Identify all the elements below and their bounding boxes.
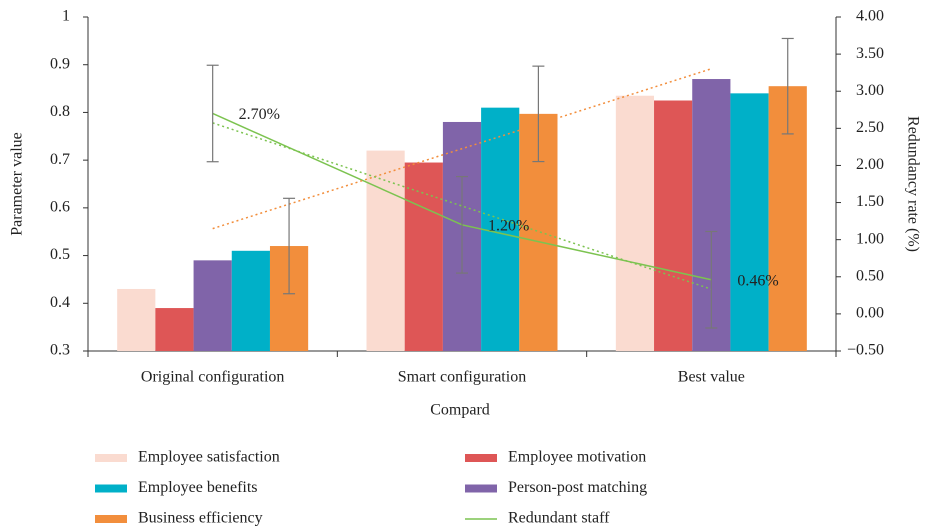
y2-tick-label: 4.00: [856, 8, 884, 25]
bar: [404, 162, 443, 351]
bar: [155, 308, 194, 351]
error-bar: [532, 65, 545, 163]
legend-label: Business efficiency: [138, 510, 263, 527]
y2-tick-label: 2.00: [856, 156, 884, 173]
bar: [231, 250, 270, 351]
error-bar: [456, 175, 468, 274]
y2-axis-label: Redundancy rate (%): [904, 116, 921, 252]
y-tick-label: 1: [62, 8, 70, 25]
y-tick-label: 0.5: [50, 246, 70, 263]
bar: [730, 93, 769, 351]
error-bar: [206, 64, 219, 163]
x-axis-label: Compard: [430, 402, 490, 419]
data-label: 0.46%: [737, 272, 778, 289]
y-tick-label: 0.7: [50, 151, 70, 168]
bar: [654, 100, 693, 351]
x-tick-label: Original configuration: [141, 369, 285, 386]
y2-tick-label: 1.00: [856, 230, 884, 247]
y2-tick-label: 1.50: [856, 193, 884, 210]
data-label: 1.20%: [488, 217, 529, 234]
bar: [117, 288, 156, 351]
x-tick-label: Best value: [678, 369, 745, 386]
error-bar: [705, 230, 718, 329]
trendline: [212, 68, 712, 230]
legend-label: Person-post matching: [508, 479, 647, 496]
y2-tick-label: −0.50: [847, 342, 884, 359]
y-tick-label: 0.3: [50, 342, 70, 359]
bar: [481, 107, 520, 352]
bar: [193, 260, 232, 351]
legend-swatch: [465, 454, 497, 462]
legend-label: Employee satisfaction: [138, 449, 280, 466]
error-bar: [283, 197, 296, 295]
legend-label: Employee motivation: [508, 449, 646, 466]
error-bar: [781, 37, 794, 135]
legend-swatch: [95, 484, 127, 493]
y-tick-label: 0.4: [50, 294, 70, 311]
y2-tick-label: 2.50: [856, 119, 884, 136]
legend-swatch: [95, 454, 127, 462]
bar: [366, 150, 405, 351]
bar: [615, 95, 655, 351]
y2-tick-label: 3.50: [856, 45, 884, 62]
y2-tick-label: 3.00: [856, 82, 884, 99]
data-label: 2.70%: [239, 106, 280, 123]
y-axis-label: Parameter value: [9, 132, 26, 236]
legend-swatch: [465, 484, 497, 493]
y-tick-label: 0.6: [50, 199, 70, 216]
legend-label: Redundant staff: [508, 510, 610, 527]
y-tick-label: 0.8: [50, 103, 70, 120]
y2-tick-label: 0.00: [856, 305, 884, 322]
y2-tick-label: 0.50: [856, 267, 884, 284]
legend-swatch: [95, 515, 127, 523]
y-tick-label: 0.9: [50, 55, 70, 72]
x-tick-label: Smart configuration: [398, 369, 526, 386]
legend-label: Employee benefits: [138, 479, 258, 496]
